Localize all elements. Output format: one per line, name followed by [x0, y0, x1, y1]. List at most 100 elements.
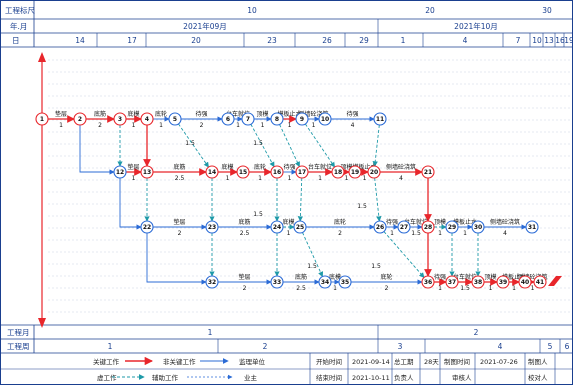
node-23: 23	[205, 220, 219, 234]
activity-name: 待强	[346, 110, 358, 118]
activity-name: 垫层	[238, 273, 250, 281]
node-circle	[35, 112, 49, 126]
legend-auxiliary-label: 辅助工作	[152, 373, 179, 382]
node-circle	[338, 275, 352, 289]
node-circle	[73, 112, 87, 126]
activity-name: 台车就位	[226, 110, 250, 118]
node-9: 9	[295, 112, 309, 126]
activity-duration: 1	[489, 285, 493, 292]
node-circle	[525, 220, 539, 234]
float-value: 1.5	[371, 263, 381, 270]
activity-duration: 1	[132, 175, 136, 182]
activity-duration: 1	[287, 230, 291, 237]
activity-name: 台车就位	[308, 163, 332, 171]
node-29: 29	[445, 220, 459, 234]
activity-duration: 4	[503, 230, 507, 237]
node-number: 16	[273, 169, 281, 176]
node-20: 20	[367, 165, 381, 179]
node-25: 25	[293, 220, 307, 234]
node-circle	[205, 220, 219, 234]
node-12: 12	[113, 165, 127, 179]
month-label-sep: 2021年09月	[183, 21, 227, 31]
node-circle	[113, 112, 127, 126]
node-31: 31	[525, 220, 539, 234]
node-circle	[140, 220, 154, 234]
end-time-value: 2021-10-11	[352, 374, 390, 382]
day-tick: 4	[463, 36, 468, 45]
activity-duration: 1	[258, 175, 262, 182]
node-number: 40	[521, 279, 529, 286]
node-circle	[367, 165, 381, 179]
activity-duration: 2.5	[296, 285, 306, 292]
node-circle	[140, 165, 154, 179]
bottom-week: 1	[108, 342, 113, 351]
activity-arrow-5-14	[178, 123, 209, 168]
node-circle	[168, 112, 182, 126]
activity-duration: 1	[438, 285, 442, 292]
node-number: 20	[370, 169, 378, 176]
node-number: 2	[78, 116, 82, 123]
node-8: 8	[270, 112, 284, 126]
float-value: 1.5	[185, 140, 195, 147]
node-number: 21	[424, 169, 432, 176]
activity-duration: 2	[178, 230, 182, 237]
node-number: 13	[143, 169, 151, 176]
activity-arrow-25-34	[302, 232, 324, 278]
activity-name: 模板止水	[277, 110, 301, 118]
activity-name: 底轮	[155, 110, 167, 118]
node-number: 34	[321, 279, 329, 286]
day-label: 日	[12, 36, 20, 45]
timescale-header	[0, 0, 573, 354]
float-value: 1.5	[357, 203, 367, 210]
node-6: 6	[221, 112, 235, 126]
node-34: 34	[318, 275, 332, 289]
node-16: 16	[270, 165, 284, 179]
activity-duration: 1	[312, 122, 316, 129]
float-value: 1.5	[253, 211, 263, 218]
bottom-week: 3	[398, 342, 403, 351]
node-circle	[318, 112, 332, 126]
activity-duration: 1	[132, 122, 136, 129]
activity-name: 模板止水	[502, 273, 526, 281]
draw-time-value: 2021-07-26	[480, 358, 518, 366]
node-circle	[270, 275, 284, 289]
node-circle	[113, 165, 127, 179]
node-circle	[445, 275, 459, 289]
node-35: 35	[338, 275, 352, 289]
activity-name: 底筋	[295, 273, 307, 281]
legend-supervisor-label: 监理单位	[239, 357, 266, 366]
activity-name: 顶模	[434, 218, 446, 226]
node-5: 5	[168, 112, 182, 126]
activity-duration: 4	[351, 122, 355, 129]
node-1: 1	[35, 112, 49, 126]
node-circle	[373, 112, 387, 126]
node-circle	[270, 165, 284, 179]
node-circle	[221, 112, 235, 126]
bottom-week: 4	[498, 342, 503, 351]
node-14: 14	[205, 165, 219, 179]
activity-name: 底筋	[173, 163, 185, 171]
node-number: 26	[376, 224, 384, 231]
activity-name: 底轮	[254, 163, 266, 171]
activity-duration: 1	[463, 230, 467, 237]
node-number: 14	[208, 169, 216, 176]
activity-duration: 4	[399, 175, 403, 182]
node-number: 35	[341, 279, 349, 286]
activity-name: 待强	[195, 110, 207, 118]
activity-name: 垫层	[173, 218, 185, 226]
activity-name: 垫层	[55, 110, 67, 118]
activity-duration: 1	[363, 175, 367, 182]
activity-arrow-11-20	[372, 124, 380, 167]
node-13: 13	[140, 165, 154, 179]
day-tick: 7	[516, 36, 521, 45]
day-tick: 26	[322, 36, 332, 45]
node-number: 19	[351, 169, 359, 176]
node-circle	[421, 220, 435, 234]
activity-name: 底筋	[94, 110, 106, 118]
node-7: 7	[241, 112, 255, 126]
activity-name: 底轮	[334, 218, 346, 226]
day-tick: 20	[191, 36, 201, 45]
activity-name: 侧墙砼浇筑	[386, 163, 416, 171]
node-number: 29	[448, 224, 456, 231]
